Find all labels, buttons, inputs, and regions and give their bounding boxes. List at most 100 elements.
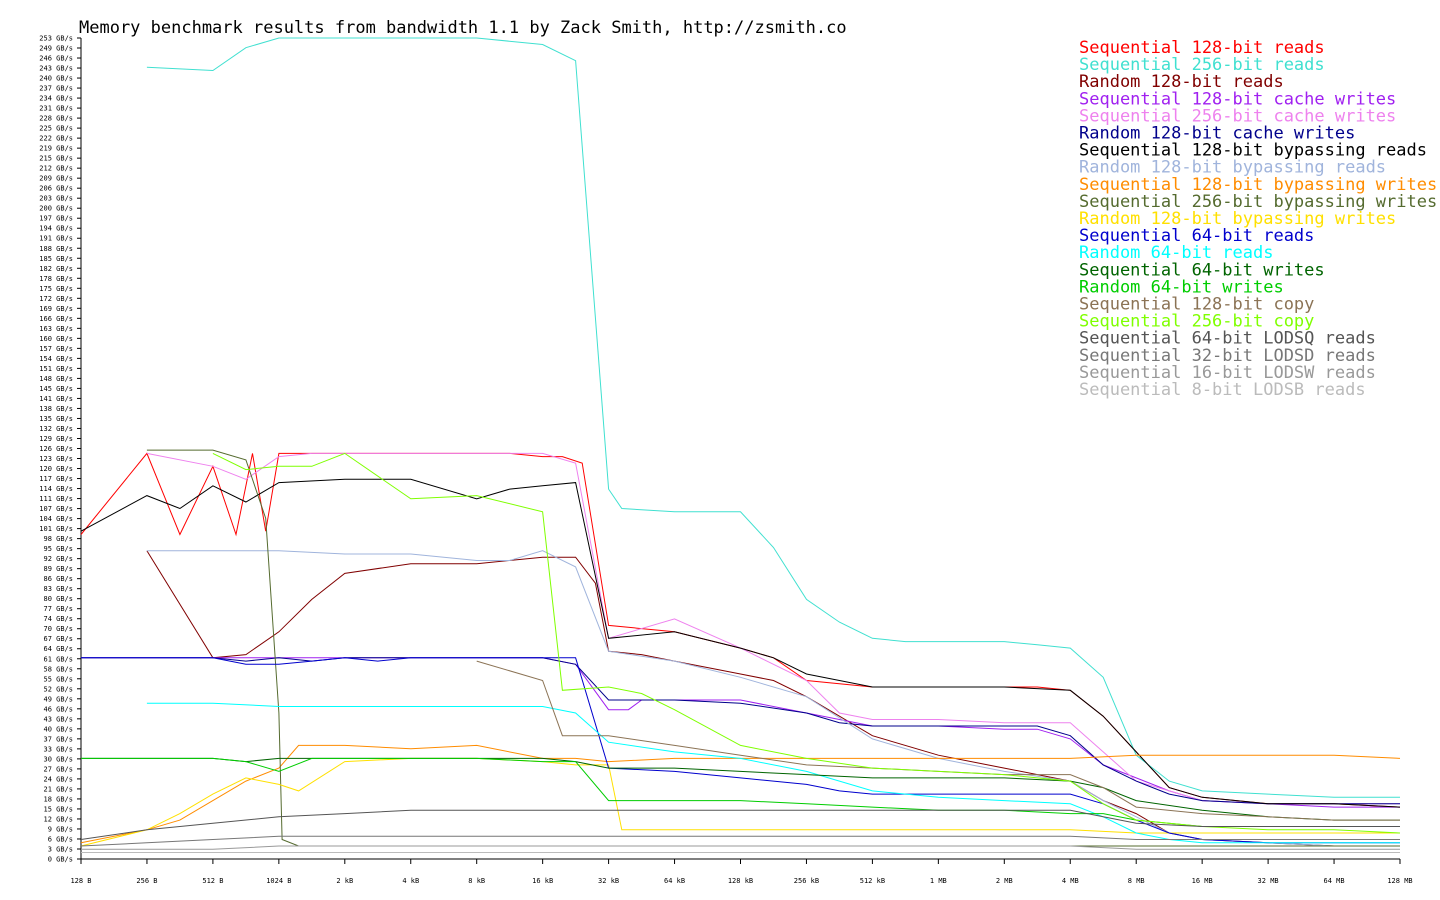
legend-entry: Sequential 8-bit LODSB reads	[1079, 380, 1366, 400]
series-line	[80, 835, 1400, 847]
y-tick-label: 160 GB/s	[39, 335, 73, 343]
y-tick-label: 46 GB/s	[43, 705, 73, 713]
y-tick-label: 225 GB/s	[39, 125, 73, 133]
x-tick-label: 32 kB	[598, 877, 619, 885]
y-tick-label: 123 GB/s	[39, 455, 73, 463]
y-tick-label: 138 GB/s	[39, 405, 73, 413]
x-tick-label: 8 kB	[468, 877, 485, 885]
y-tick-label: 89 GB/s	[43, 565, 73, 573]
series-line	[81, 845, 1400, 850]
y-tick-label: 206 GB/s	[39, 185, 73, 193]
y-tick-label: 246 GB/s	[39, 55, 73, 63]
y-tick-label: 83 GB/s	[43, 585, 73, 593]
y-tick-label: 111 GB/s	[39, 495, 73, 503]
legend-entry: Sequential 256-bit reads	[1079, 55, 1325, 75]
x-tick-label: 4 kB	[402, 877, 419, 885]
y-tick-label: 18 GB/s	[43, 795, 73, 803]
y-tick-label: 175 GB/s	[39, 285, 73, 293]
legend-entry: Sequential 128-bit copy	[1079, 295, 1314, 315]
y-tick-label: 212 GB/s	[39, 165, 73, 173]
y-tick-label: 151 GB/s	[39, 365, 73, 373]
y-tick-label: 80 GB/s	[43, 595, 73, 603]
series-line	[80, 452, 1401, 808]
series-line	[146, 452, 1400, 805]
y-tick-label: 222 GB/s	[39, 135, 73, 143]
series-line	[80, 757, 1400, 847]
y-tick-label: 135 GB/s	[39, 415, 73, 423]
y-tick-label: 3 GB/s	[48, 845, 73, 853]
legend-entry: Sequential 128-bit cache writes	[1079, 89, 1396, 109]
y-tick-label: 129 GB/s	[39, 435, 73, 443]
y-tick-label: 107 GB/s	[39, 505, 73, 513]
y-tick-label: 92 GB/s	[43, 555, 73, 563]
x-tick-label: 16 MB	[1192, 877, 1213, 885]
legend-entry: Sequential 64-bit LODSQ reads	[1079, 329, 1376, 349]
y-tick-label: 219 GB/s	[39, 145, 73, 153]
legend-entry: Sequential 256-bit bypassing writes	[1079, 192, 1437, 212]
y-tick-label: 132 GB/s	[39, 425, 73, 433]
legend-entry: Random 64-bit writes	[1079, 277, 1284, 297]
y-tick-label: 58 GB/s	[43, 665, 73, 673]
y-tick-label: 52 GB/s	[43, 685, 73, 693]
series-line	[80, 809, 1400, 840]
y-tick-label: 0 GB/s	[48, 856, 73, 864]
y-tick-label: 237 GB/s	[39, 85, 73, 93]
x-tick-label: 32 MB	[1258, 877, 1279, 885]
x-tick-label: 128 kB	[728, 877, 753, 885]
x-tick-label: 1 MB	[930, 877, 947, 885]
x-tick-label: 64 kB	[664, 877, 685, 885]
y-tick-label: 231 GB/s	[39, 105, 73, 113]
y-tick-label: 12 GB/s	[43, 815, 73, 823]
x-tick-label: 1024 B	[266, 877, 291, 885]
x-tick-label: 4 MB	[1062, 877, 1079, 885]
x-tick-label: 128 MB	[1387, 877, 1412, 885]
series-line	[81, 657, 1400, 805]
legend-entry: Sequential 64-bit writes	[1079, 260, 1325, 280]
y-tick-label: 120 GB/s	[39, 465, 73, 473]
y-tick-label: 178 GB/s	[39, 275, 73, 283]
legend-entry: Sequential 128-bit reads	[1079, 38, 1325, 58]
x-tick-label: 128 B	[70, 877, 91, 885]
y-tick-label: 188 GB/s	[39, 245, 73, 253]
y-tick-label: 74 GB/s	[43, 615, 73, 623]
y-tick-label: 197 GB/s	[39, 215, 73, 223]
y-tick-label: 43 GB/s	[43, 715, 73, 723]
x-tick-label: 512 kB	[860, 877, 885, 885]
series-line	[80, 744, 1401, 844]
x-axis: 128 B 256 B 512 B 1024 B 2 kB 4 kB 8 kB 16 kB 32…	[70, 858, 1413, 885]
legend-entry: Random 128-bit bypassing writes	[1079, 209, 1396, 229]
y-tick-label: 104 GB/s	[39, 515, 73, 523]
y-tick-label: 249 GB/s	[39, 45, 73, 53]
y-tick-label: 6 GB/s	[48, 835, 73, 843]
x-tick-label: 256 B	[136, 877, 157, 885]
y-tick-label: 55 GB/s	[43, 675, 73, 683]
y-tick-label: 234 GB/s	[39, 95, 73, 103]
y-tick-label: 21 GB/s	[43, 785, 73, 793]
y-tick-label: 166 GB/s	[39, 315, 73, 323]
y-tick-label: 9 GB/s	[48, 825, 73, 833]
legend-entry: Random 64-bit reads	[1079, 243, 1273, 263]
legend-entry: Sequential 128-bit bypassing writes	[1079, 175, 1437, 195]
y-tick-label: 157 GB/s	[39, 345, 73, 353]
y-tick-label: 117 GB/s	[39, 475, 73, 483]
y-tick-label: 27 GB/s	[43, 765, 73, 773]
y-axis: 0 GB/s 3 GB/s 6 GB/s 9 GB/s 12 GB/s 15 GB/s 18…	[39, 35, 82, 864]
x-tick-label: 16 kB	[532, 877, 553, 885]
y-tick-label: 253 GB/s	[39, 35, 73, 43]
y-tick-label: 70 GB/s	[43, 625, 73, 633]
y-tick-label: 154 GB/s	[39, 355, 73, 363]
y-tick-label: 209 GB/s	[39, 175, 73, 183]
y-tick-label: 49 GB/s	[43, 695, 73, 703]
y-tick-label: 98 GB/s	[43, 535, 73, 543]
y-tick-label: 95 GB/s	[43, 545, 73, 553]
y-tick-label: 64 GB/s	[43, 645, 73, 653]
y-tick-label: 163 GB/s	[39, 325, 73, 333]
legend-entry: Random 128-bit reads	[1079, 72, 1284, 92]
y-tick-label: 185 GB/s	[39, 255, 73, 263]
y-tick-label: 148 GB/s	[39, 375, 73, 383]
y-tick-label: 24 GB/s	[43, 775, 73, 783]
x-tick-label: 2 MB	[996, 877, 1013, 885]
legend-entry: Sequential 128-bit bypassing reads	[1079, 141, 1427, 161]
x-tick-label: 512 B	[202, 877, 223, 885]
